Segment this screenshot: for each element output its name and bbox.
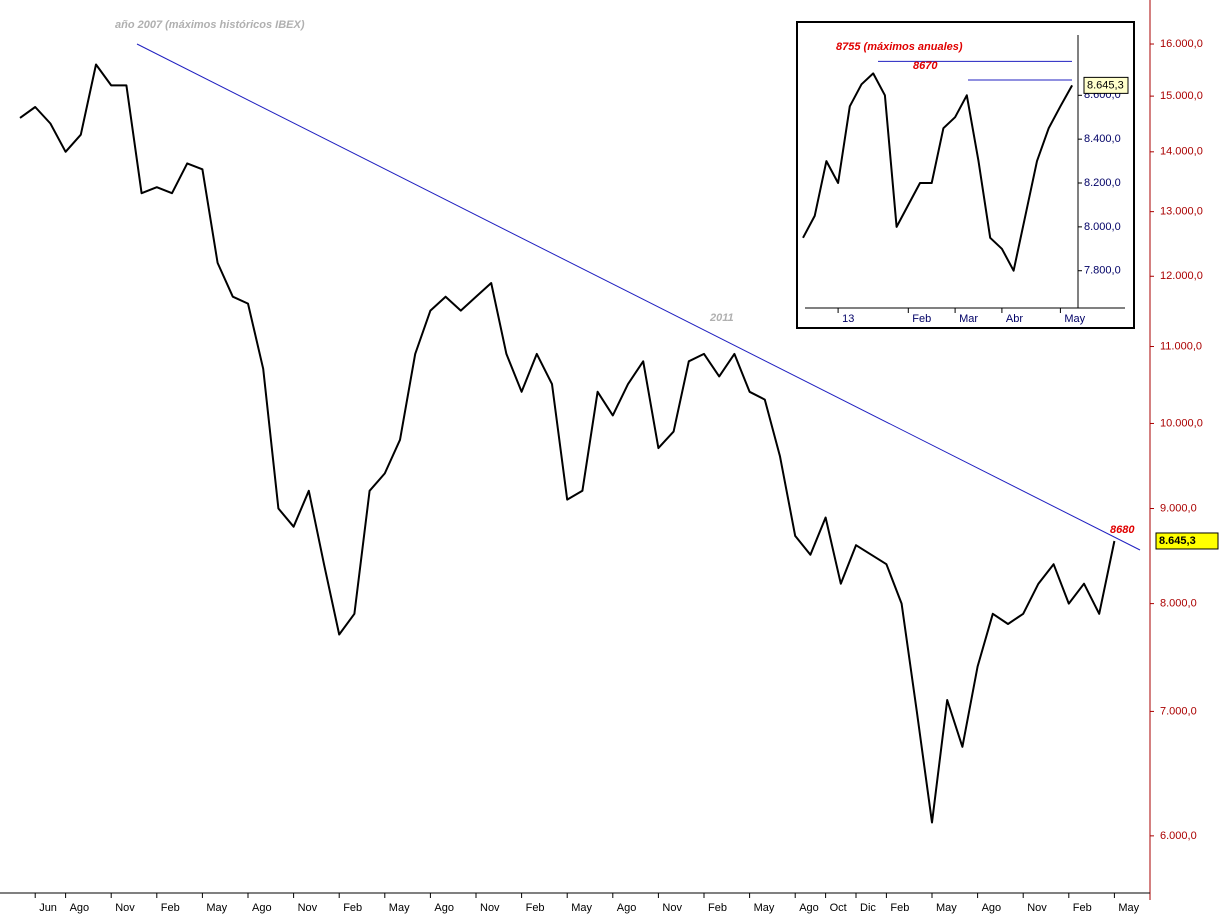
x-tick-label: Jun: [39, 902, 57, 914]
x-tick-label: Ago: [252, 902, 272, 914]
x-tick-label: Mar: [959, 313, 978, 325]
y-tick-label: 10.000,0: [1160, 417, 1203, 429]
x-tick-label: Ago: [70, 902, 90, 914]
x-tick-label: Ago: [982, 902, 1002, 914]
x-tick-label: Feb: [708, 902, 727, 914]
y-tick-label: 8.000,0: [1084, 221, 1121, 233]
y-tick-label: 14.000,0: [1160, 146, 1203, 158]
inset-frame: [796, 21, 1135, 329]
last-value-box: [1083, 76, 1129, 94]
x-tick-label: Ago: [617, 902, 637, 914]
y-tick-label: 9.000,0: [1160, 502, 1197, 514]
trend-line: [136, 43, 1141, 551]
price-line: [19, 63, 1116, 824]
y-tick-label: 7.800,0: [1084, 265, 1121, 277]
x-tick-label: Feb: [1073, 902, 1092, 914]
reference-label: 8755 (máximos anuales): [836, 41, 963, 53]
last-value-label: 8.645,3: [1159, 535, 1196, 547]
x-tick-label: Feb: [890, 902, 909, 914]
annotation: 8680: [1110, 524, 1135, 536]
x-tick-label: May: [571, 902, 592, 914]
x-tick-label: Feb: [343, 902, 362, 914]
x-tick-label: Nov: [115, 902, 135, 914]
y-tick-label: 13.000,0: [1160, 206, 1203, 218]
x-tick-label: Dic: [860, 902, 876, 914]
x-tick-label: 13: [842, 313, 854, 325]
x-tick-label: Nov: [662, 902, 682, 914]
main-plot: 6.000,0 7.000,0 8.000,0 9.000,0 10.000,0 11.0…: [19, 19, 1219, 914]
x-tick-label: Feb: [161, 902, 180, 914]
x-tick-label: Nov: [298, 902, 318, 914]
x-tick-label: Nov: [1027, 902, 1047, 914]
annotation: 2011: [709, 312, 734, 324]
x-tick-label: Oct: [830, 902, 847, 914]
y-tick-label: 11.000,0: [1160, 340, 1202, 352]
y-tick-label: 8.000,0: [1160, 598, 1197, 610]
x-tick-label: Abr: [1006, 313, 1023, 325]
x-tick-label: May: [936, 902, 957, 914]
x-tick-label: Ago: [799, 902, 819, 914]
price-line: [802, 72, 1073, 272]
x-tick-label: Feb: [526, 902, 545, 914]
last-value-box: [1155, 532, 1219, 550]
y-tick-label: 8.400,0: [1084, 133, 1121, 145]
x-tick-label: Nov: [480, 902, 500, 914]
x-tick-label: May: [754, 902, 775, 914]
y-tick-label: 6.000,0: [1160, 830, 1197, 842]
x-tick-label: May: [1118, 902, 1139, 914]
x-tick-label: Ago: [434, 902, 454, 914]
inset-plot: 7.800,08.000,08.200,08.400,08.600,013 Feb…: [802, 41, 1129, 325]
y-tick-label: 16.000,0: [1160, 38, 1203, 50]
y-tick-label: 15.000,0: [1160, 90, 1203, 102]
last-value-label: 8.645,3: [1087, 79, 1124, 91]
y-tick-label: 8.200,0: [1084, 177, 1121, 189]
chart-title: año 2007 (máximos históricos IBEX): [115, 19, 305, 31]
y-tick-label: 12.000,0: [1160, 270, 1203, 282]
x-tick-label: May: [389, 902, 410, 914]
reference-label: 8670: [913, 60, 938, 72]
x-tick-label: May: [206, 902, 227, 914]
x-tick-label: May: [1064, 313, 1085, 325]
y-tick-label: 7.000,0: [1160, 705, 1197, 717]
x-tick-label: Feb: [912, 313, 931, 325]
